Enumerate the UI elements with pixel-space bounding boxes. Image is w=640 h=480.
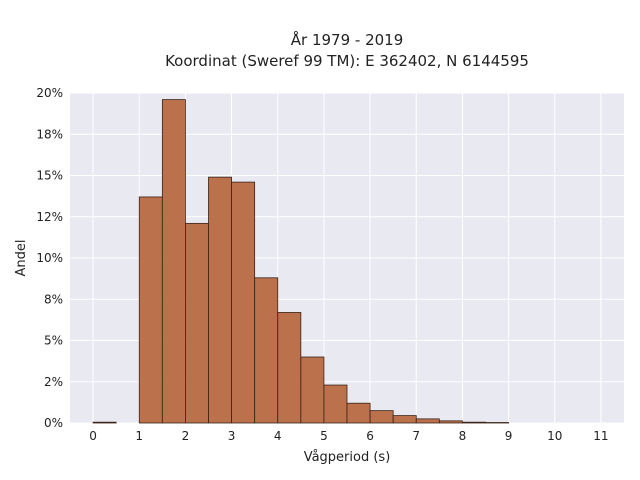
x-tick-label: 9 [505, 429, 513, 443]
bars [92, 99, 509, 424]
histogram-bar [185, 222, 209, 424]
x-tick-label: 5 [320, 429, 328, 443]
histogram-bar [92, 421, 117, 424]
histogram-bar [138, 196, 163, 424]
chart-title: År 1979 - 2019 [291, 30, 404, 49]
y-tick-label: 10% [36, 251, 63, 265]
histogram-bar [231, 181, 256, 424]
histogram-bar [462, 421, 486, 424]
x-tick-label: 3 [228, 429, 236, 443]
x-tick-label: 11 [593, 429, 608, 443]
histogram-bar [254, 277, 279, 424]
histogram-bar [369, 410, 394, 424]
x-axis-label: Vågperiod (s) [304, 450, 391, 465]
histogram-bar [208, 176, 232, 424]
y-tick-label: 2% [44, 375, 63, 389]
y-tick-label: 5% [44, 334, 63, 348]
x-tick-label: 4 [274, 429, 282, 443]
histogram-bar [392, 415, 417, 424]
y-tick-label: 12% [36, 210, 63, 224]
histogram-bar [485, 422, 509, 424]
y-tick-label: 8% [44, 292, 63, 306]
x-tick-label: 1 [135, 429, 143, 443]
chart-subtitle: Koordinat (Sweref 99 TM): E 362402, N 61… [165, 52, 529, 70]
x-tick-label: 7 [412, 429, 420, 443]
x-tick-label: 8 [459, 429, 467, 443]
y-tick-label: 0% [44, 416, 63, 430]
histogram-bar [438, 420, 463, 424]
x-axis-ticks: 0 1 2 3 4 5 6 7 8 9 10 11 [89, 429, 608, 443]
histogram-bar [300, 356, 325, 424]
y-tick-label: 20% [36, 86, 63, 100]
x-tick-label: 10 [547, 429, 562, 443]
x-tick-label: 6 [366, 429, 374, 443]
histogram-bar [415, 418, 440, 424]
histogram-bar [161, 99, 186, 424]
histogram-bar [346, 402, 371, 424]
histogram-bar [323, 384, 348, 424]
y-tick-label: 18% [36, 127, 63, 141]
y-axis-label: Andel [14, 240, 29, 277]
y-tick-label: 15% [36, 169, 63, 183]
x-tick-label: 0 [89, 429, 97, 443]
y-axis-ticks: 0% 2% 5% 8% 10% 12% 15% 18% 20% [36, 86, 63, 430]
x-tick-label: 2 [182, 429, 190, 443]
histogram-bar [277, 312, 302, 424]
